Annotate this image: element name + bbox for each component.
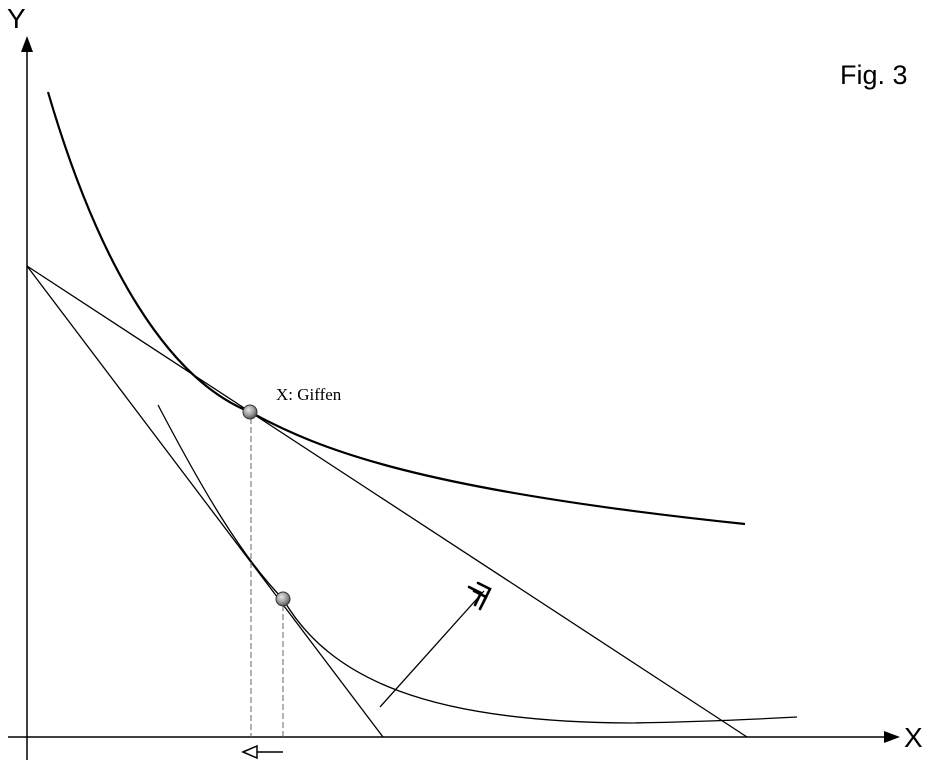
shift-arrow-shaft [379,590,485,708]
lower-indifference-curve [157,404,798,724]
x-axis-label: X [904,722,923,753]
axes [8,48,888,760]
upper-indifference-curve [46,91,746,526]
equilibrium-point-original [242,404,258,420]
new-budget-line [26,265,384,738]
y-axis-label: Y [7,3,26,34]
x-axis-arrowhead [884,731,900,743]
triple-chevron-arrow-icon [379,581,492,708]
original-budget-line [26,265,748,738]
figure-label: Fig. 3 [840,60,908,90]
equilibrium-point-new [275,591,291,607]
quantity-guides [250,418,284,737]
y-axis-arrowhead [21,36,33,52]
giffen-point-label: X: Giffen [276,385,342,404]
left-hollow-arrow-icon [241,744,283,760]
